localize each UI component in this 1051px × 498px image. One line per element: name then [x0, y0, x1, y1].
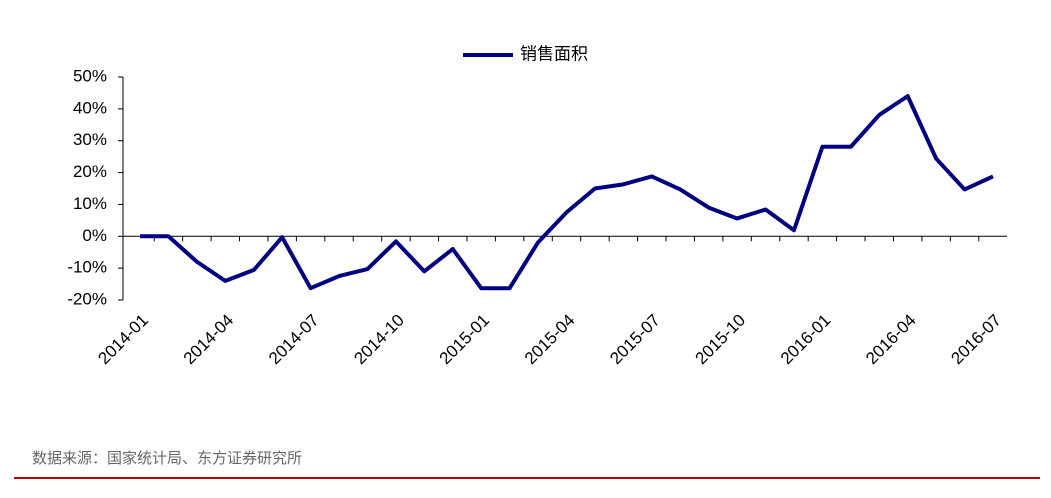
- x-tick-label: 2015-04: [521, 311, 579, 369]
- series-line: [140, 94, 994, 291]
- y-tick-label: -10%: [67, 258, 107, 277]
- x-tick-label: 2015-07: [606, 311, 664, 369]
- x-tick-label: 2015-01: [436, 311, 494, 369]
- y-tick-label: 50%: [73, 66, 107, 85]
- x-tick-label: 2014-10: [350, 311, 408, 369]
- x-tick-label: 2016-01: [777, 311, 835, 369]
- y-tick-label: 30%: [73, 130, 107, 149]
- source-note: 数据来源：国家统计局、东方证券研究所: [32, 450, 302, 467]
- x-tick-label: 2014-07: [265, 311, 323, 369]
- x-tick-label: 2015-10: [692, 311, 750, 369]
- y-tick-label: 40%: [73, 98, 107, 117]
- y-tick-label: 0%: [82, 226, 107, 245]
- x-tick-label: 2016-04: [862, 311, 920, 369]
- x-tick-label: 2014-01: [94, 311, 152, 369]
- y-tick-label: -20%: [67, 289, 107, 308]
- y-tick-label: 10%: [73, 194, 107, 213]
- legend-label: 销售面积: [520, 44, 588, 63]
- x-tick-label: 2016-07: [947, 311, 1005, 369]
- y-tick-label: 20%: [73, 162, 107, 181]
- x-tick-label: 2014-04: [180, 311, 238, 369]
